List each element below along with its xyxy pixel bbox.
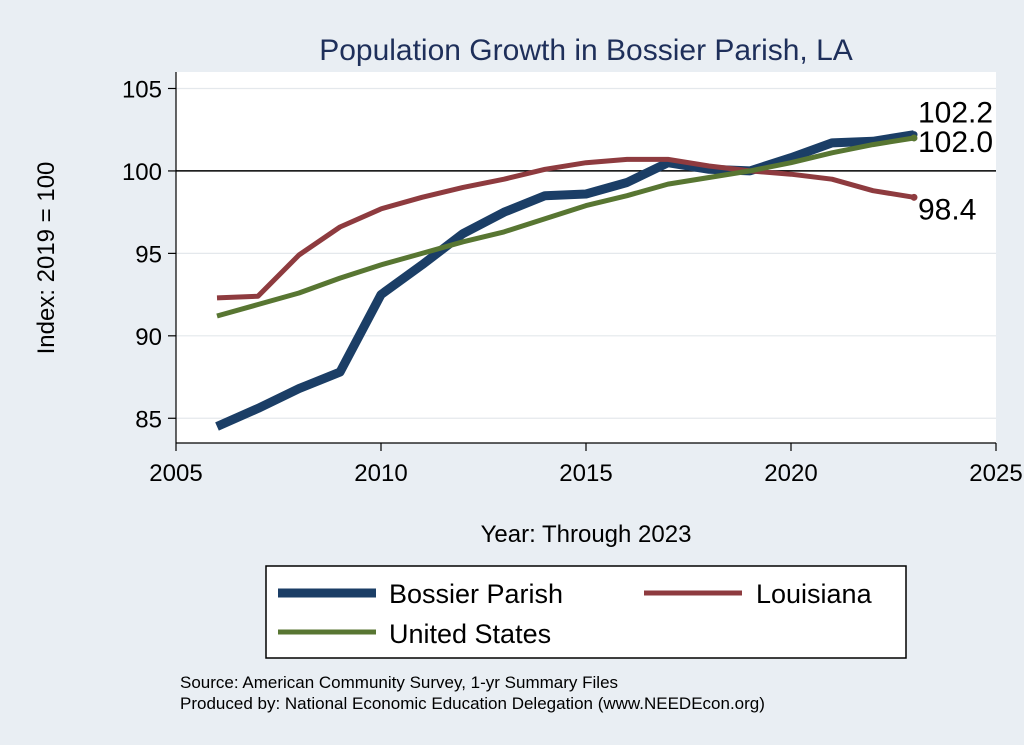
x-tick-label: 2010 bbox=[354, 460, 407, 487]
y-tick-label: 95 bbox=[135, 241, 162, 268]
legend-label-united-states: United States bbox=[389, 619, 551, 649]
series-lines bbox=[215, 130, 918, 431]
end-labels: 102.2 98.4 102.0 bbox=[918, 97, 993, 227]
x-tick-label: 2025 bbox=[969, 460, 1022, 487]
x-tick-label: 2015 bbox=[559, 460, 612, 487]
legend: Bossier Parish Louisiana United States bbox=[265, 565, 907, 659]
legend-label-louisiana: Louisiana bbox=[756, 579, 873, 609]
x-axis-title: Year: Through 2023 bbox=[481, 521, 692, 548]
y-tick-label: 90 bbox=[135, 324, 162, 351]
x-tick-label: 2020 bbox=[764, 460, 817, 487]
series-end-point-louisiana bbox=[910, 193, 918, 201]
chart-title: Population Growth in Bossier Parish, LA bbox=[319, 34, 853, 67]
end-label-bossier-parish: 102.2 bbox=[918, 97, 993, 130]
series-line-bossier-parish bbox=[215, 130, 915, 431]
x-tick-label: 2005 bbox=[149, 460, 202, 487]
legend-box bbox=[265, 565, 907, 659]
series-end-point-united-states bbox=[910, 134, 918, 142]
producer-note: Produced by: National Economic Education… bbox=[180, 694, 765, 713]
source-note: Source: American Community Survey, 1-yr … bbox=[180, 673, 618, 692]
y-tick-label: 100 bbox=[122, 159, 162, 186]
end-label-united-states: 102.0 bbox=[918, 126, 993, 159]
y-tick-label: 85 bbox=[135, 406, 162, 433]
y-axis-title: Index: 2019 = 100 bbox=[33, 162, 60, 355]
end-label-louisiana: 98.4 bbox=[918, 193, 976, 226]
legend-label-bossier-parish: Bossier Parish bbox=[389, 579, 563, 609]
series-line-united-states bbox=[216, 135, 915, 319]
y-tick-label: 105 bbox=[122, 76, 162, 103]
axes: 85 90 95 100 105 2005 2010 2015 2020 2025 bbox=[122, 72, 1023, 487]
series-line-louisiana bbox=[216, 156, 915, 301]
